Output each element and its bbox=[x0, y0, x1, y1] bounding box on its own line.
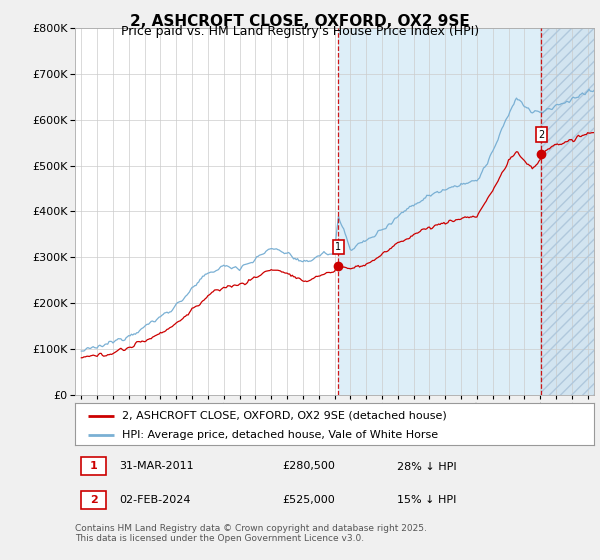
Bar bbox=[541, 28, 600, 395]
Text: 1: 1 bbox=[90, 461, 98, 472]
Text: Contains HM Land Registry data © Crown copyright and database right 2025.
This d: Contains HM Land Registry data © Crown c… bbox=[75, 524, 427, 543]
Text: Price paid vs. HM Land Registry's House Price Index (HPI): Price paid vs. HM Land Registry's House … bbox=[121, 25, 479, 38]
Text: 2, ASHCROFT CLOSE, OXFORD, OX2 9SE (detached house): 2, ASHCROFT CLOSE, OXFORD, OX2 9SE (deta… bbox=[122, 411, 446, 421]
Text: 1: 1 bbox=[335, 242, 341, 252]
Text: £525,000: £525,000 bbox=[283, 495, 335, 505]
Bar bbox=[541, 28, 600, 395]
Bar bbox=[338, 28, 600, 395]
Text: 28% ↓ HPI: 28% ↓ HPI bbox=[397, 461, 457, 472]
Text: 15% ↓ HPI: 15% ↓ HPI bbox=[397, 495, 456, 505]
Text: 2, ASHCROFT CLOSE, OXFORD, OX2 9SE: 2, ASHCROFT CLOSE, OXFORD, OX2 9SE bbox=[130, 14, 470, 29]
FancyBboxPatch shape bbox=[81, 491, 106, 509]
Text: 02-FEB-2024: 02-FEB-2024 bbox=[119, 495, 191, 505]
Text: HPI: Average price, detached house, Vale of White Horse: HPI: Average price, detached house, Vale… bbox=[122, 430, 438, 440]
Text: 31-MAR-2011: 31-MAR-2011 bbox=[119, 461, 194, 472]
Text: 2: 2 bbox=[538, 130, 545, 140]
Text: £280,500: £280,500 bbox=[283, 461, 335, 472]
FancyBboxPatch shape bbox=[81, 458, 106, 475]
Text: 2: 2 bbox=[90, 495, 98, 505]
